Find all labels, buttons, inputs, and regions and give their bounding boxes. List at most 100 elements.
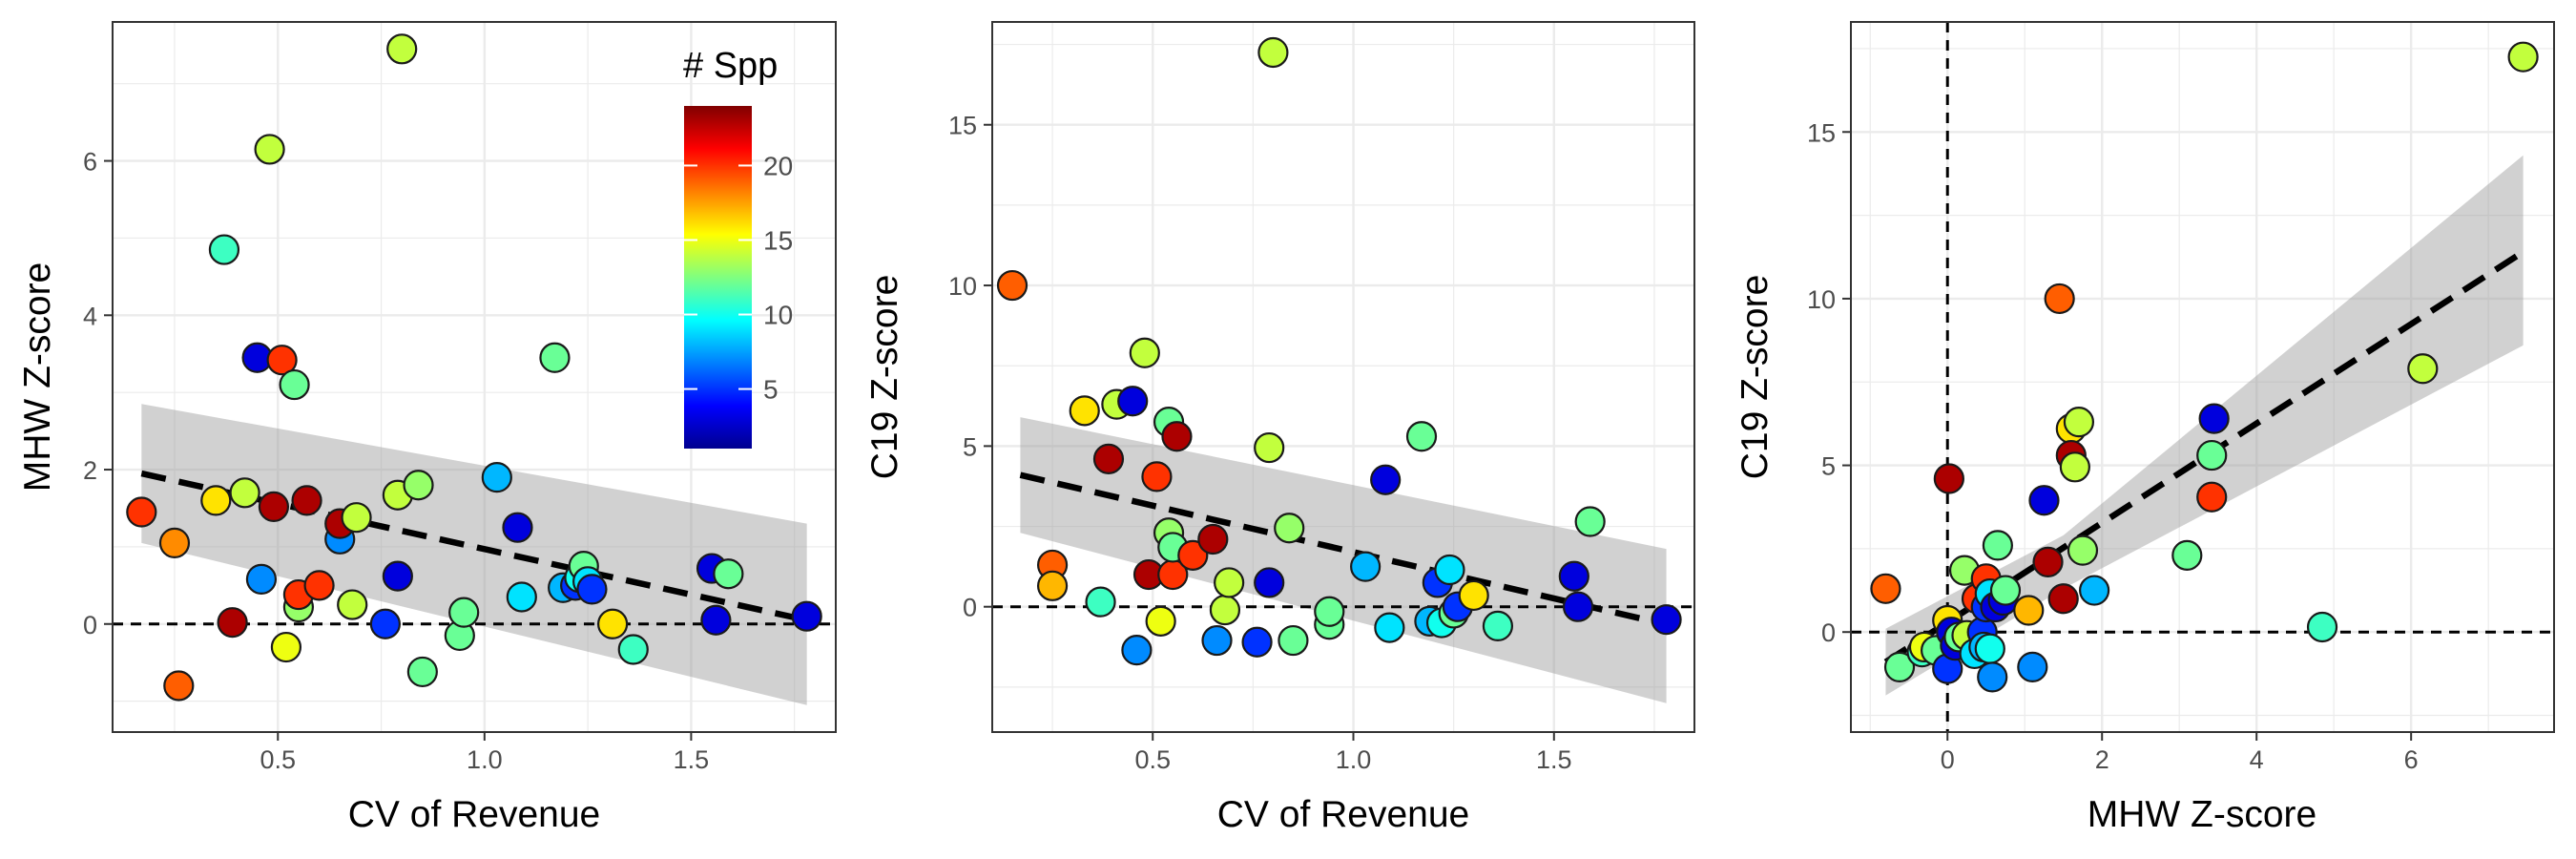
panel-2-data-point: [996, 269, 1028, 302]
panel-2-data-point: [1241, 626, 1273, 658]
panel-3-data-point: [2013, 595, 2045, 626]
panel-1-data-point: [481, 462, 512, 493]
panel-1-data-point: [386, 33, 418, 65]
panel-1-confidence-band: [141, 404, 807, 705]
panel-3-data-point: [2059, 451, 2090, 483]
panel-2-data-point: [1458, 579, 1489, 612]
panel-3-data-point: [2171, 539, 2203, 571]
panel-1-data-point: [270, 631, 302, 663]
panel-3-data-point: [2047, 583, 2079, 615]
panel-2-y-tick-label: 15: [948, 112, 977, 140]
panel-1-data-point: [208, 234, 240, 265]
legend-tick-label: 10: [763, 301, 793, 330]
panel-1-data-point: [700, 604, 732, 636]
panel-1-x-tick-label: 0.5: [260, 745, 296, 774]
panel-1-border: [112, 21, 837, 733]
panel-1-data-point: [406, 656, 438, 688]
legend-tick-label: 5: [763, 375, 779, 405]
panel-3-data-point: [2196, 439, 2228, 471]
panel-2-data-point: [1257, 36, 1289, 69]
panel-3-data-point: [2306, 611, 2338, 643]
panel-1-x-tick-label: 1.0: [467, 745, 503, 774]
panel-2: 0.5 1.0 1.5 0 5 10 15 CV of Revenue C19 Z-scor…: [864, 21, 1695, 835]
panel-1-xlabel: CV of Revenue: [348, 794, 601, 835]
legend-colorbar: [684, 106, 752, 449]
panel-1-data-point: [217, 607, 248, 639]
panel-1-data-point: [713, 558, 744, 590]
panel-2-data-point: [1278, 624, 1309, 657]
panel-3-data-point: [2044, 283, 2075, 315]
panel-3-data-point: [2407, 353, 2439, 385]
panel-1-data-point: [254, 134, 285, 165]
panel-2-data-point: [1434, 554, 1465, 586]
panel-1-points: [126, 33, 822, 702]
panel-3-y-tick-label: 10: [1807, 285, 1836, 314]
panel-1-data-point: [245, 563, 278, 595]
legend: # Spp 5 10 15 20: [683, 46, 793, 449]
panel-1-data-point: [539, 342, 571, 373]
panel-2-data-point: [1405, 421, 1438, 452]
panel-2-x-tick-label: 0.5: [1134, 745, 1171, 774]
panel-1-y-tick-label: 6: [83, 148, 97, 177]
panel-2-y-tick-label: 0: [963, 594, 977, 622]
panel-2-data-point: [1214, 567, 1245, 598]
panel-2-data-point: [1562, 591, 1594, 622]
panel-2-y-tick-label: 10: [948, 272, 977, 301]
panel-3-data-point: [1933, 463, 1964, 494]
panel-3-data-point: [1989, 575, 2022, 606]
panel-3-data-point: [2028, 485, 2060, 516]
panel-2-ticks: 0.5 1.0 1.5 0 5 10 15: [948, 112, 1572, 774]
panel-2-data-point: [1350, 551, 1381, 582]
panel-3-ticks: 0 2 4 6 0 5 10 15: [1807, 118, 2419, 774]
panel-1-data-point: [341, 502, 372, 534]
panel-3-data-point: [2017, 651, 2048, 682]
panel-3-data-point: [1883, 651, 1916, 682]
panel-2-data-point: [1036, 570, 1069, 601]
panel-2-x-tick-label: 1.0: [1336, 745, 1372, 774]
panel-2-data-point: [1574, 506, 1606, 537]
panel-2-data-point: [1482, 610, 1514, 642]
panel-1-data-point: [291, 485, 322, 516]
panel-2-data-point: [1085, 586, 1116, 618]
panel-3-data-point: [2196, 481, 2228, 513]
panel-2-data-point: [1145, 605, 1176, 637]
panel-2-data-point: [1141, 461, 1173, 492]
legend-ticks: 5 10 15 20: [684, 151, 793, 405]
panel-1-data-point: [576, 574, 608, 605]
panel-2-data-point: [1370, 464, 1402, 495]
panel-2-data-point: [1254, 567, 1285, 598]
panel-1-data-point: [337, 589, 368, 620]
panel-1-data-point: [229, 477, 260, 509]
panel-3-data-point: [2032, 546, 2064, 577]
panel-2-x-tick-label: 1.5: [1536, 745, 1572, 774]
legend-title: # Spp: [683, 46, 778, 86]
panel-3-x-tick-label: 6: [2404, 745, 2419, 774]
panel-3-ylabel: C19 Z-score: [1735, 275, 1776, 480]
panel-2-data-point: [1161, 421, 1193, 452]
panel-2-data-point: [1374, 612, 1405, 643]
panel-2-data-point: [1069, 395, 1100, 427]
panel-3-x-tick-label: 4: [2250, 745, 2264, 774]
panel-2-data-point: [1117, 386, 1149, 417]
panel-2-data-point: [1197, 523, 1229, 555]
panel-2-data-point: [1121, 635, 1153, 666]
panel-3-y-tick-label: 5: [1821, 452, 1836, 481]
panel-1-data-point: [382, 560, 413, 592]
panel-1-data-point: [279, 368, 310, 401]
panel-1-data-point: [158, 527, 191, 558]
panel-3-border: [1850, 21, 2555, 733]
panel-1-data-point: [617, 634, 649, 665]
panel-2-border: [991, 21, 1695, 733]
panel-2-data-point: [1651, 604, 1682, 636]
panel-1-data-point: [448, 597, 480, 628]
panel-1-data-point: [303, 570, 335, 601]
panel-1-data-point: [200, 485, 232, 516]
panel-2-data-point: [1314, 596, 1345, 627]
panel-3-data-point: [1974, 633, 2005, 664]
panel-1-y-tick-label: 2: [83, 456, 97, 485]
panel-2-data-point: [1274, 513, 1305, 544]
panel-1-data-point: [597, 608, 629, 639]
panel-2-trend: [1019, 471, 1668, 628]
panel-2-data-point: [1129, 337, 1160, 368]
